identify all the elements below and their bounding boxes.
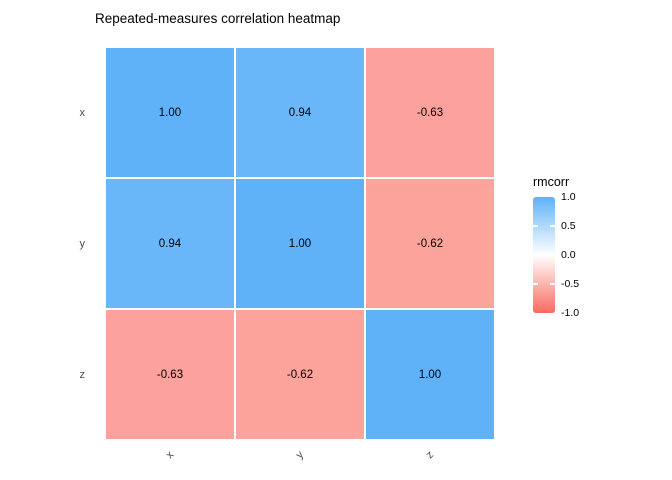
legend-label-1.0: 1.0 bbox=[561, 190, 576, 203]
y-axis-label-x: x bbox=[79, 106, 86, 119]
heatmap-cell-y-y: 1.00 bbox=[236, 179, 364, 308]
y-axis-label-y: y bbox=[79, 237, 86, 250]
chart-title: Repeated-measures correlation heatmap bbox=[95, 11, 341, 26]
heatmap-cell-z-z: 1.00 bbox=[366, 310, 494, 439]
x-axis-label-y: y bbox=[293, 448, 307, 462]
legend-label--0.5: -0.5 bbox=[561, 277, 580, 290]
legend-colorbar bbox=[533, 197, 555, 313]
heatmap-cell-z-x: -0.63 bbox=[106, 310, 234, 439]
legend-label-0.0: 0.0 bbox=[561, 248, 576, 261]
x-axis-label-x: x bbox=[163, 448, 177, 462]
x-axis-label-z: z bbox=[423, 448, 437, 462]
heatmap-cell-y-z: -0.62 bbox=[366, 179, 494, 308]
heatmap-cell-z-y: -0.62 bbox=[236, 310, 364, 439]
heatmap: 1.00 0.94 -0.63 0.94 1.00 -0.62 -0.63 -0.62 1.00 bbox=[106, 48, 494, 439]
heatmap-cell-y-x: 0.94 bbox=[106, 179, 234, 308]
legend-tick-mark bbox=[533, 283, 538, 285]
heatmap-cell-x-y: 0.94 bbox=[236, 48, 364, 177]
heatmap-cell-x-z: -0.63 bbox=[366, 48, 494, 177]
legend-label--1.0: -1.0 bbox=[561, 306, 580, 319]
legend-tick-mark bbox=[533, 225, 538, 227]
legend-tick-mark bbox=[550, 283, 555, 285]
legend-label-0.5: 0.5 bbox=[561, 219, 576, 232]
legend-tick-mark bbox=[550, 225, 555, 227]
heatmap-cell-x-x: 1.00 bbox=[106, 48, 234, 177]
legend-title: rmcorr bbox=[533, 175, 570, 189]
y-axis-label-z: z bbox=[79, 368, 86, 381]
